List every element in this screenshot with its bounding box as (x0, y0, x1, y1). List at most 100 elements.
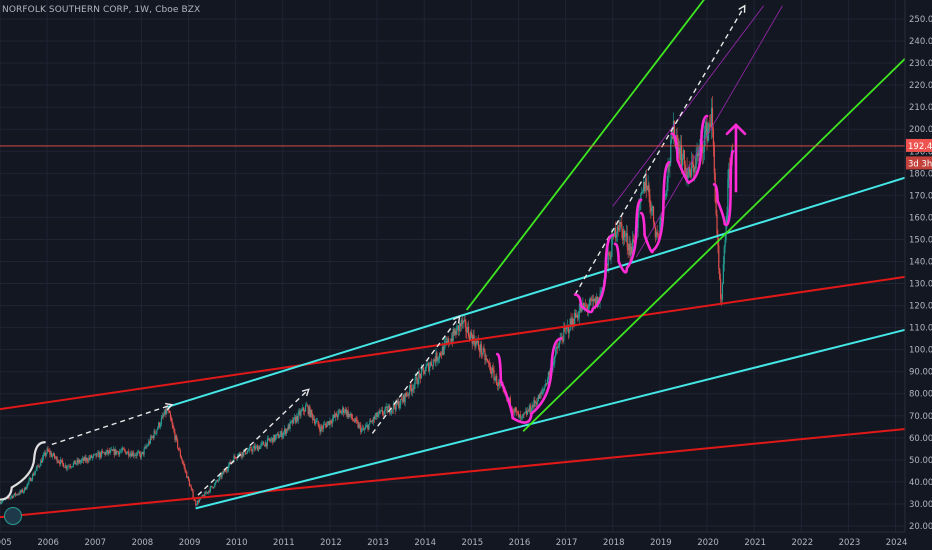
candle-body (287, 424, 289, 431)
candle-body (555, 349, 557, 357)
candle-body (687, 175, 689, 179)
candle-body (694, 167, 696, 169)
tradingview-logo-icon[interactable] (4, 507, 22, 525)
candle-body (271, 437, 273, 440)
candle-body (197, 500, 200, 503)
candle-body (129, 455, 131, 457)
candle-body (357, 421, 359, 428)
candle-body (622, 228, 624, 241)
candle-body (637, 207, 639, 228)
candle-body (23, 487, 26, 492)
candle-body (426, 364, 428, 367)
candle-body (394, 407, 396, 410)
candle-body (303, 407, 305, 412)
candle-body (495, 376, 497, 379)
price-axis[interactable] (905, 0, 932, 550)
candle-body (567, 325, 569, 334)
candle-body (671, 136, 674, 139)
candle-body (197, 500, 199, 505)
candle-body (44, 452, 46, 456)
candle-body (710, 124, 712, 128)
candle-body (100, 452, 102, 457)
candle-body (92, 454, 94, 457)
candle-body (383, 410, 385, 415)
candle-body (422, 367, 424, 371)
candle-body (689, 166, 691, 172)
candle-body (237, 454, 239, 457)
candle-body (382, 414, 385, 415)
candle-body (572, 318, 574, 326)
candle-body (264, 442, 267, 447)
candle-body (274, 436, 277, 441)
candle-body (457, 325, 459, 327)
candle-body (720, 298, 723, 300)
candle-body (474, 342, 476, 347)
candle-body (716, 214, 718, 235)
candle-body (643, 181, 646, 192)
candle-body (121, 447, 123, 451)
red-trend-line (0, 428, 906, 519)
candle-body (342, 407, 345, 413)
candle-body (308, 406, 310, 415)
candle-body (584, 304, 586, 309)
candle-body (529, 405, 531, 413)
candle-body (313, 419, 316, 424)
price-tag-label: 192.42 (908, 142, 932, 152)
candle-body (127, 451, 129, 454)
time-axis[interactable] (0, 532, 932, 550)
candle-body (367, 425, 369, 430)
candle-body (125, 451, 127, 455)
candle-body (195, 500, 197, 506)
candle-body (62, 463, 65, 468)
candle-body (574, 312, 576, 326)
candle-body (520, 417, 522, 418)
candle-body (617, 226, 619, 229)
candle-body (90, 455, 93, 458)
candle-body (607, 252, 609, 266)
candle-body (390, 412, 392, 414)
candle-body (668, 164, 670, 167)
candle-body (123, 449, 125, 450)
candle-body (415, 376, 417, 378)
candle-body (170, 418, 172, 422)
candle-body (139, 453, 142, 458)
candle-body (371, 421, 374, 422)
candle-body (229, 461, 231, 464)
candle-body (482, 348, 484, 354)
candle-body (331, 422, 333, 424)
x-tick-label: 2015 (462, 538, 484, 548)
candle-body (366, 425, 368, 426)
x-tick-label: 2008 (132, 538, 154, 548)
price-axis-labels: 20.00 30.00 40.00 50.00 60.00 70.00 80.00 90.00… (909, 15, 932, 532)
candle-body (313, 419, 315, 420)
candle-body (58, 461, 60, 463)
candle-body (24, 487, 26, 490)
candle-body (315, 420, 317, 423)
candle-body (487, 361, 490, 364)
candle-body (447, 338, 449, 343)
countdown-tag-label: 3d 3h (908, 159, 932, 169)
candle-body (277, 433, 279, 439)
candle-body (405, 393, 407, 396)
x-tick-label: 2017 (556, 538, 578, 548)
candle-body (16, 494, 18, 495)
candle-body (347, 410, 349, 417)
candle-body (517, 412, 520, 418)
candle-body (485, 358, 487, 361)
candle-body (89, 457, 91, 459)
candle-body (17, 493, 19, 495)
y-tick-label: 140.00 (909, 257, 932, 267)
candle-body (563, 327, 565, 342)
candle-body (488, 363, 491, 366)
candle-body (253, 446, 255, 449)
candle-body (91, 456, 94, 458)
candle-body (9, 497, 11, 499)
candle-body (489, 365, 491, 372)
candle-body (64, 465, 66, 468)
candle-body (209, 486, 211, 492)
candle-body (265, 442, 268, 447)
candle-body (223, 471, 225, 473)
candle-body (433, 359, 435, 361)
candle-body (443, 343, 445, 355)
